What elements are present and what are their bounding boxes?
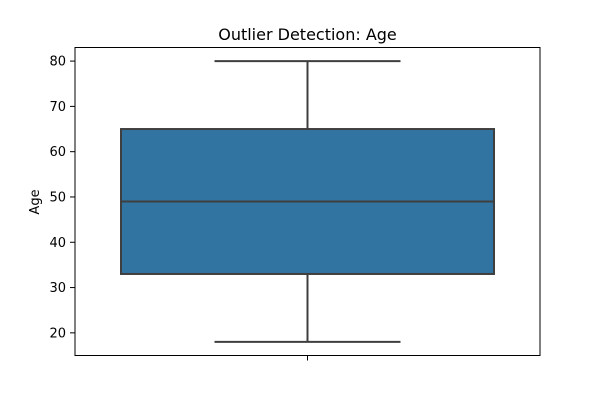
- plot-frame: [74, 47, 541, 356]
- y-tick-label: 80: [49, 55, 66, 70]
- box-plot-elements: [120, 60, 495, 343]
- y-tick-label: 50: [49, 190, 66, 205]
- y-tick-label: 20: [49, 326, 66, 341]
- y-axis-label: Age: [28, 189, 43, 214]
- y-axis-ticks: 20 30 40 50 60 70 80: [49, 55, 75, 341]
- chart-title: Outlier Detection: Age: [218, 25, 397, 44]
- y-tick-label: 70: [49, 100, 66, 115]
- y-tick-label: 40: [49, 236, 66, 251]
- y-tick-label: 60: [49, 145, 66, 160]
- y-tick-label: 30: [49, 281, 66, 296]
